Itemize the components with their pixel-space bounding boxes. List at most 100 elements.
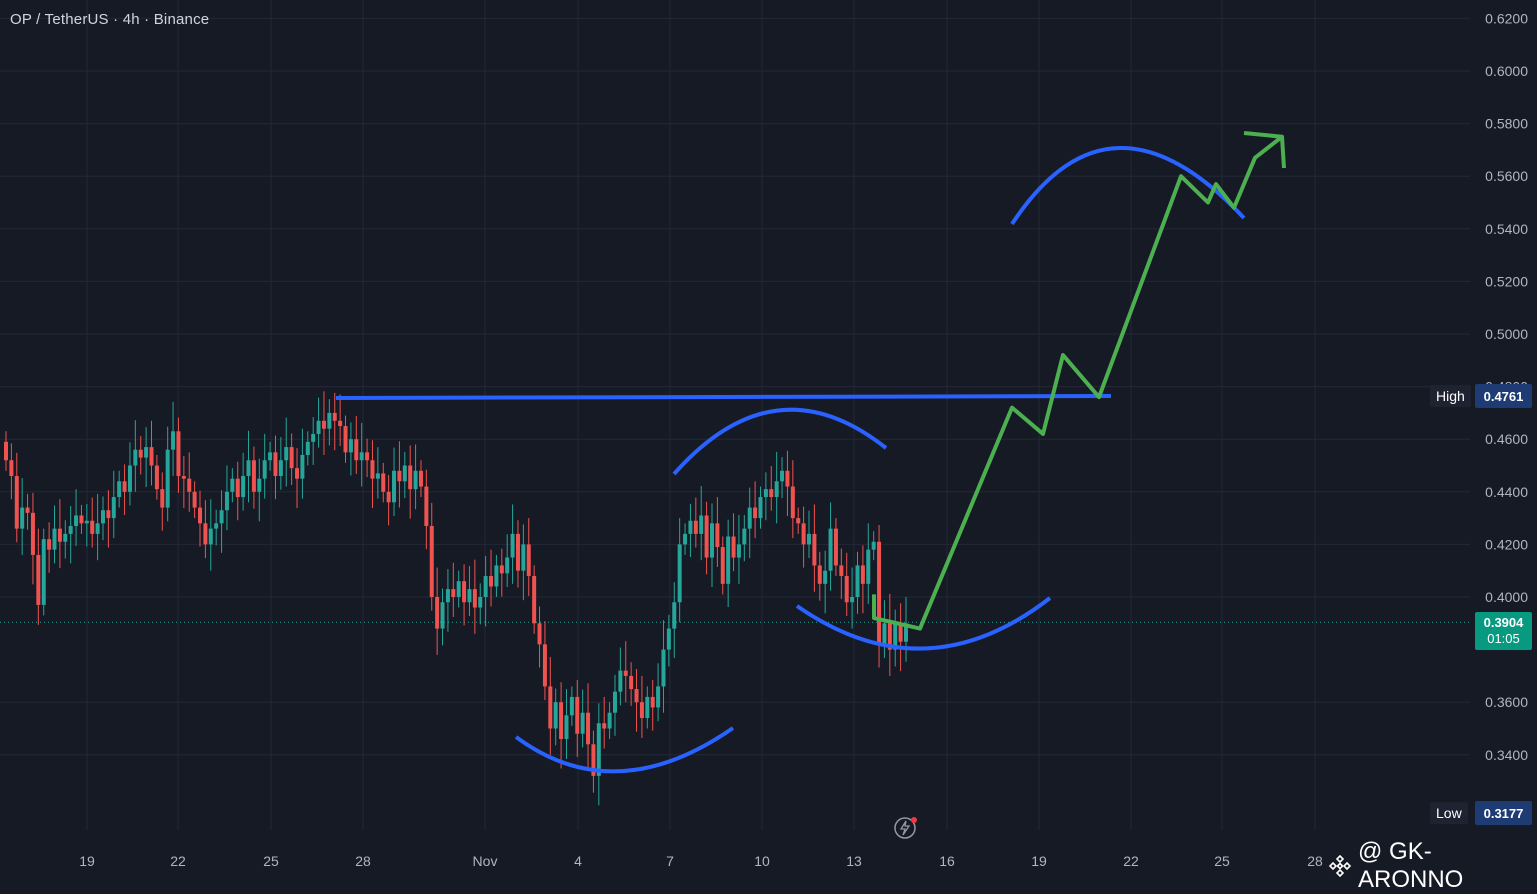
candle-body: [704, 515, 709, 558]
candle-body: [806, 533, 811, 545]
projection-path: [872, 135, 1284, 631]
candle-body: [639, 702, 644, 718]
candle-body: [95, 523, 100, 534]
candle-body: [262, 460, 267, 479]
candle-body: [828, 528, 833, 571]
candle-body: [386, 491, 391, 503]
candle-body: [203, 523, 208, 545]
candle-body: [402, 465, 407, 482]
candle-body: [160, 489, 165, 508]
lightning-icon[interactable]: [892, 815, 918, 841]
candle-body: [25, 507, 30, 513]
candle-body: [235, 478, 240, 498]
candle-body: [839, 565, 844, 576]
candle-body: [214, 523, 219, 529]
candle-body: [133, 449, 138, 466]
candle-body: [521, 544, 526, 571]
resistance-line: [335, 394, 1112, 400]
candle-body: [515, 533, 520, 571]
high-tag: High: [1430, 385, 1471, 407]
candle-body: [295, 468, 300, 479]
candle-body: [850, 597, 855, 603]
candle-body: [618, 670, 623, 692]
candle-body: [742, 528, 747, 545]
candle-body: [251, 460, 256, 492]
candle-body: [106, 510, 111, 519]
candle-body: [451, 589, 456, 597]
candle-body: [801, 523, 806, 545]
candle-body: [478, 597, 483, 608]
candle-body: [542, 644, 547, 687]
candle-body: [30, 512, 35, 555]
candle-body: [715, 523, 720, 548]
candle-body: [289, 447, 294, 469]
candle-body: [564, 715, 569, 740]
candle-body: [224, 491, 229, 511]
candle-body: [548, 686, 553, 729]
candle-body: [370, 460, 375, 479]
candle-body: [181, 476, 186, 479]
price-tick-label: 0.5400: [1485, 221, 1528, 237]
candle-body: [666, 628, 671, 650]
candle-body: [311, 433, 316, 442]
price-axis[interactable]: 0.6200 0.6000 0.5800 0.5600 0.5400 0.5200 0.50…: [1485, 10, 1528, 762]
bar-countdown: 01:05: [1487, 631, 1520, 646]
candle-body: [348, 439, 353, 453]
price-tick-label: 0.4000: [1485, 589, 1528, 605]
candle-body: [467, 589, 472, 603]
candle-body: [392, 470, 397, 503]
candle-body: [499, 565, 504, 574]
grid: [0, 0, 1470, 830]
time-axis[interactable]: 19 22 25 28 Nov 4 7 10 13 16 19 22 25 28: [79, 853, 1323, 869]
candle-body: [198, 507, 203, 524]
candle-body: [440, 602, 445, 629]
candle-body: [586, 712, 591, 745]
candle-body: [505, 557, 510, 574]
candle-body: [833, 528, 838, 566]
candle-body: [823, 570, 828, 584]
candle-body: [709, 523, 714, 558]
time-tick-label: 22: [170, 853, 186, 869]
time-tick-label: 22: [1123, 853, 1139, 869]
time-tick-label: 19: [79, 853, 95, 869]
candle-body: [365, 452, 370, 461]
last-price-value: 0.3904: [1483, 615, 1524, 630]
candle-body: [117, 481, 122, 498]
candle-body: [429, 525, 434, 597]
candle-body: [4, 441, 8, 461]
candle-body: [612, 691, 617, 713]
candle-body: [526, 544, 531, 576]
candle-body: [397, 470, 402, 482]
candle-body: [57, 528, 62, 542]
candle-body: [20, 507, 25, 529]
projection-arrowhead: [1243, 131, 1286, 169]
symbol-title[interactable]: OP / TetherUS · 4h · Binance: [10, 11, 210, 28]
watermark-text: @ GK-ARONNO: [1358, 838, 1464, 893]
candle-body: [596, 723, 601, 776]
candle-body: [510, 533, 515, 558]
price-tick-label: 0.5800: [1485, 116, 1528, 132]
candle-body: [699, 515, 704, 534]
candle-body: [273, 452, 278, 477]
candle-body: [36, 554, 41, 605]
time-tick-label: 4: [574, 853, 582, 869]
candle-body: [284, 447, 289, 461]
price-tick-label: 0.4600: [1485, 431, 1528, 447]
candle-body: [672, 602, 677, 629]
candle-body: [580, 712, 585, 734]
arc-bottom-right: [795, 596, 1052, 651]
annotations: [335, 131, 1286, 774]
candle-body: [591, 744, 596, 776]
candle-body: [84, 520, 89, 524]
candle-body: [305, 441, 310, 455]
candle-body: [537, 623, 542, 645]
time-tick-label: 16: [939, 853, 955, 869]
candle-body: [887, 623, 892, 650]
candle-body: [602, 723, 607, 729]
time-tick-label: 28: [355, 853, 371, 869]
low-tag: Low: [1430, 802, 1468, 824]
candle-body: [257, 478, 262, 492]
candle-body: [176, 431, 181, 477]
